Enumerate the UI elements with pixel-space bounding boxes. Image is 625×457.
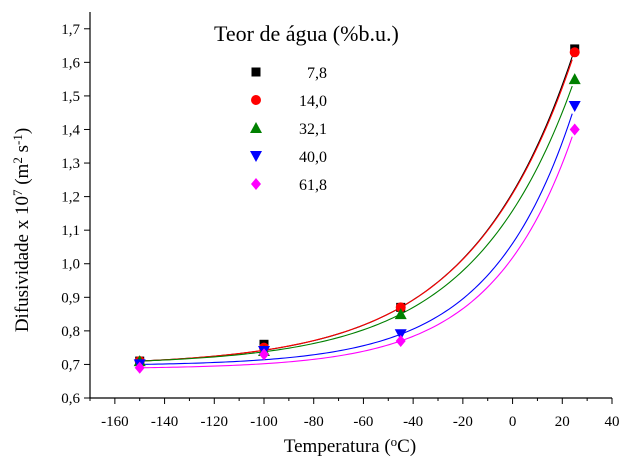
- x-tick-label: -160: [101, 414, 129, 430]
- fit-curve: [139, 56, 573, 362]
- legend-marker: [251, 178, 261, 190]
- legend-marker: [250, 151, 262, 162]
- data-point: [569, 47, 580, 58]
- legend-label: 32,1: [299, 121, 327, 138]
- x-tick-label: -60: [353, 414, 373, 430]
- y-axis-ticks: 0,6 0,7 0,8 0,9 1,0 1,1 1,2 1,3 1,4 1,5 1,6 1,7: [61, 22, 90, 407]
- y-tick-label: 0,6: [61, 391, 80, 407]
- y-tick-label: 0,7: [61, 357, 80, 373]
- data-point: [134, 361, 145, 374]
- x-axis-title: Temperatura (oC): [284, 434, 416, 457]
- x-tick-label: -80: [304, 414, 324, 430]
- y-tick-label: 1,2: [61, 190, 80, 206]
- legend-marker: [251, 95, 261, 105]
- x-tick-label: -120: [201, 414, 229, 430]
- x-tick-label: 20: [555, 414, 570, 430]
- x-tick-label: -140: [151, 414, 179, 430]
- fit-curve: [139, 136, 573, 369]
- y-tick-label: 0,8: [61, 324, 80, 340]
- y-tick-label: 1,4: [61, 122, 80, 138]
- axes: [89, 12, 612, 399]
- legend-label: 61,8: [299, 177, 327, 194]
- x-tick-label: 40: [605, 414, 620, 430]
- legend: 7,8 14,0 32,1 40,0 61,8: [250, 65, 327, 194]
- x-tick-label: -100: [250, 414, 278, 430]
- y-tick-label: 0,9: [61, 290, 80, 306]
- y-tick-label: 1,3: [61, 156, 80, 172]
- data-point: [394, 308, 407, 320]
- legend-label: 40,0: [299, 149, 327, 166]
- y-axis-title: Difusividade x 107 (m2 s-1): [10, 128, 33, 332]
- legend-marker: [250, 122, 262, 133]
- fit-curve: [139, 85, 573, 362]
- fit-curve: [139, 113, 573, 365]
- legend-marker: [251, 67, 261, 77]
- data-point: [568, 100, 581, 112]
- data-point: [259, 348, 269, 361]
- legend-label: 14,0: [299, 93, 327, 110]
- data-point: [394, 329, 407, 341]
- legend-label: 7,8: [307, 65, 327, 82]
- data-point: [395, 334, 406, 347]
- legend-title: Teor de água (%b.u.): [214, 21, 399, 46]
- fit-curves: [139, 56, 573, 369]
- y-tick-label: 1,5: [61, 89, 80, 105]
- data-point: [568, 73, 581, 85]
- x-tick-label: 0: [509, 414, 517, 430]
- data-markers: [133, 44, 581, 374]
- fit-curve: [139, 59, 573, 362]
- data-point: [569, 123, 580, 136]
- x-axis-ticks: -160 -140 -120 -100 -80 -60 -40 -20 0 20 40: [89, 398, 620, 430]
- y-tick-label: 1,7: [61, 22, 80, 38]
- y-tick-label: 1,0: [61, 257, 80, 273]
- data-point: [395, 302, 406, 313]
- y-tick-label: 1,1: [61, 223, 80, 239]
- x-tick-label: -20: [453, 414, 473, 430]
- y-tick-label: 1,6: [61, 55, 80, 71]
- x-tick-label: -40: [403, 414, 423, 430]
